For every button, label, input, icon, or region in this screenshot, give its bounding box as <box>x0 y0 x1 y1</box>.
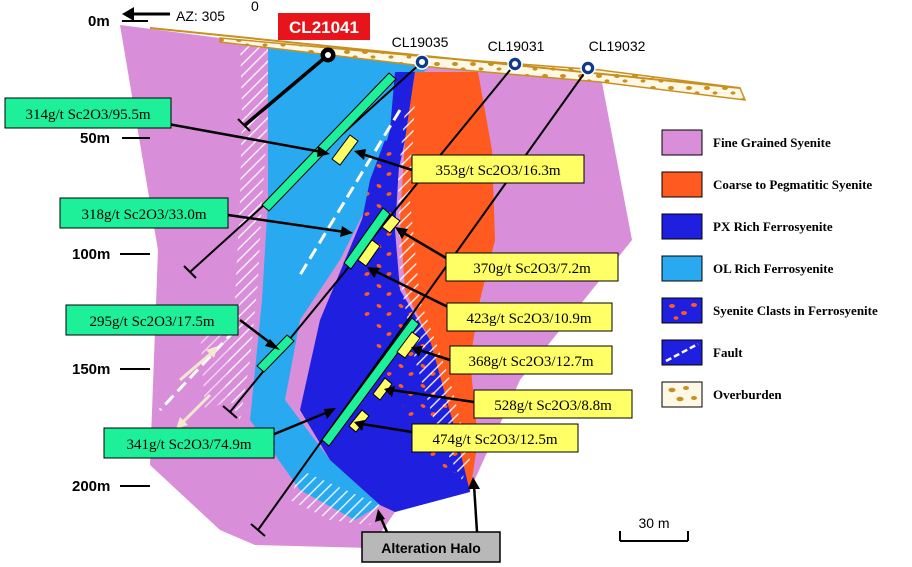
hole-label-cl19032: CL19032 <box>589 38 646 54</box>
depth-label-0: 0m <box>88 13 110 30</box>
alteration-halo-box <box>361 531 501 563</box>
legend-swatch-px <box>661 213 703 240</box>
highlight-hole-name: CL21041 <box>289 18 359 37</box>
yellow-label-box-3 <box>446 302 613 332</box>
collars <box>320 47 596 76</box>
trace-cl19032 <box>257 67 589 531</box>
fault-line-lower <box>158 328 237 412</box>
green-label-4: 341g/t Sc2O3/74.9m <box>126 437 251 453</box>
depth-axis: 0m 50m 100m 150m 200m <box>72 13 150 495</box>
ybar-1 <box>331 134 359 166</box>
fault-arrow-up <box>179 348 216 382</box>
azimuth-label: AZ: 305 <box>176 8 225 24</box>
ybar-4 <box>396 331 421 359</box>
azimuth-superscript: 0 <box>251 0 259 14</box>
trace-cl19035-end <box>183 265 197 279</box>
green-label-3: 295g/t Sc2O3/17.5m <box>89 314 214 330</box>
green-label-box-2 <box>59 197 229 229</box>
ground-surface-line <box>149 27 741 89</box>
legend-swatch-coarse <box>661 171 703 198</box>
legend-swatch-ol <box>661 255 703 282</box>
fault-dash-icon <box>665 342 699 363</box>
trace-cl21041 <box>243 53 330 127</box>
yellow-label-box-6 <box>411 423 579 453</box>
depth-label-50: 50m <box>80 130 110 147</box>
ybar-2 <box>381 214 401 234</box>
yellow-label-5: 528g/t Sc2O3/8.8m <box>494 398 612 414</box>
trace-cl21041-end <box>237 118 251 132</box>
bar-cl19031-a <box>343 207 391 270</box>
highlight-hole-box <box>278 13 370 40</box>
yellow-intercept-bars <box>331 134 421 433</box>
depth-label-150: 150m <box>72 361 110 378</box>
legend-swatch-clasts <box>661 297 703 324</box>
legend-label-overburden: Overburden <box>713 387 782 402</box>
yellow-label-box-5 <box>473 389 633 419</box>
depth-label-100: 100m <box>72 246 110 263</box>
legend-label-px: PX Rich Ferrosyenite <box>713 219 833 234</box>
hole-label-cl19031: CL19031 <box>488 38 545 54</box>
legend-swatch-fine-grained <box>661 129 703 156</box>
scale-bar: 30 m <box>619 515 689 542</box>
alteration-halo-lower <box>290 470 380 525</box>
legend-label-fault: Fault <box>713 345 743 360</box>
yellow-intercept-labels: 353g/t Sc2O3/16.3m 370g/t Sc2O3/7.2m 423… <box>411 154 633 453</box>
hole-label-cl19035: CL19035 <box>392 34 449 50</box>
legend-label-clasts: Syenite Clasts in Ferrosyenite <box>713 303 878 318</box>
legend-label-ol: OL Rich Ferrosyenite <box>713 261 834 276</box>
yellow-label-1: 353g/t Sc2O3/16.3m <box>435 163 560 179</box>
green-label-box-1 <box>4 97 172 129</box>
legend: Fine Grained Syenite Coarse to Pegmatiti… <box>661 129 878 408</box>
alteration-halo-label: Alteration Halo <box>381 540 481 556</box>
fault-arrow-down-head <box>176 417 188 429</box>
yellow-label-6: 474g/t Sc2O3/12.5m <box>432 432 557 448</box>
green-label-2: 318g/t Sc2O3/33.0m <box>81 207 206 223</box>
depth-label-200: 200m <box>72 478 110 495</box>
fault-arrow-down <box>178 393 212 427</box>
ybar-6 <box>348 409 370 433</box>
yellow-label-2: 370g/t Sc2O3/7.2m <box>473 261 591 277</box>
hole-labels: CL21041 CL19035 CL19031 CL19032 <box>278 13 646 54</box>
ol-rich-ferrosyenite-unit <box>250 45 430 520</box>
green-label-1: 314g/t Sc2O3/95.5m <box>25 107 150 123</box>
scale-bar-label: 30 m <box>638 515 669 531</box>
yellow-label-4: 368g/t Sc2O3/12.7m <box>468 354 593 370</box>
yellow-label-box-2 <box>445 252 619 282</box>
green-label-box-4 <box>103 427 275 459</box>
azimuth-arrow-icon <box>122 7 134 21</box>
ybar-5 <box>372 377 393 401</box>
alteration-halo-mid <box>200 320 232 410</box>
green-intercept-bars <box>256 72 420 447</box>
bar-cl19035-main <box>261 72 397 212</box>
leader-arrowheads <box>265 146 480 522</box>
trace-cl19031-end <box>222 405 238 419</box>
legend-label-fine-grained: Fine Grained Syenite <box>713 135 831 150</box>
yellow-label-box-1 <box>411 154 585 184</box>
trace-cl19032-end <box>250 523 266 537</box>
legend-swatch-overburden <box>661 381 703 408</box>
yellow-label-box-4 <box>449 345 613 375</box>
bar-cl19031-b <box>256 334 295 373</box>
fault-line-main <box>298 109 402 276</box>
green-intercept-labels: 314g/t Sc2O3/95.5m 318g/t Sc2O3/33.0m 29… <box>4 97 275 459</box>
fault-arrow-up-head <box>206 346 218 358</box>
azimuth-indicator: AZ: 305 0 <box>122 0 259 24</box>
alteration-halo-callout: Alteration Halo <box>361 531 501 563</box>
bar-cl19032-main <box>321 317 420 447</box>
yellow-label-3: 423g/t Sc2O3/10.9m <box>466 311 591 327</box>
green-label-box-3 <box>65 304 239 336</box>
ybar-3 <box>357 239 381 267</box>
legend-label-coarse: Coarse to Pegmatitic Syenite <box>713 177 872 192</box>
